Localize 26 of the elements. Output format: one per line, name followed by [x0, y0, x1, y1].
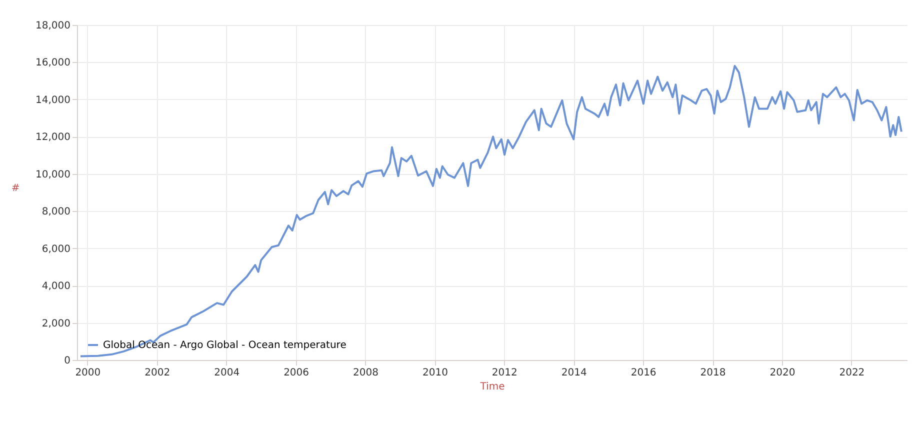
y-tick-label: 18,000: [36, 20, 70, 32]
line-series: [79, 64, 902, 358]
y-tick-label: 14,000: [36, 94, 70, 106]
x-tick-label: 2008: [353, 368, 378, 378]
x-tick-label: 2002: [144, 368, 170, 378]
x-tick-label: 2018: [700, 368, 726, 378]
y-axis-title: #: [11, 183, 20, 194]
y-tick-label: 16,000: [36, 58, 70, 69]
legend-label: Global Ocean - Argo Global - Ocean temperature: [103, 340, 346, 351]
y-tick-label: 0: [64, 356, 70, 366]
y-tick-label: 6,000: [42, 244, 70, 255]
x-tick-label: 2000: [75, 368, 101, 378]
y-tick-label: 10,000: [36, 169, 70, 180]
y-tick-label: 2,000: [42, 318, 70, 330]
x-tick-label: 2012: [492, 368, 518, 378]
x-tick-label: 2022: [839, 368, 865, 378]
x-tick-label: 2020: [770, 368, 796, 378]
y-tick-label: 4,000: [42, 281, 70, 292]
x-axis-title: Time: [479, 382, 505, 392]
x-tick-label: 2016: [630, 368, 656, 378]
x-tick-label: 2014: [561, 368, 587, 378]
x-tick-label: 2006: [284, 368, 310, 378]
x-tick-label: 2010: [422, 368, 448, 378]
y-tick-label: 12,000: [36, 132, 70, 144]
x-tick-label: 2004: [214, 368, 240, 378]
y-tick-label: 8,000: [42, 206, 70, 218]
